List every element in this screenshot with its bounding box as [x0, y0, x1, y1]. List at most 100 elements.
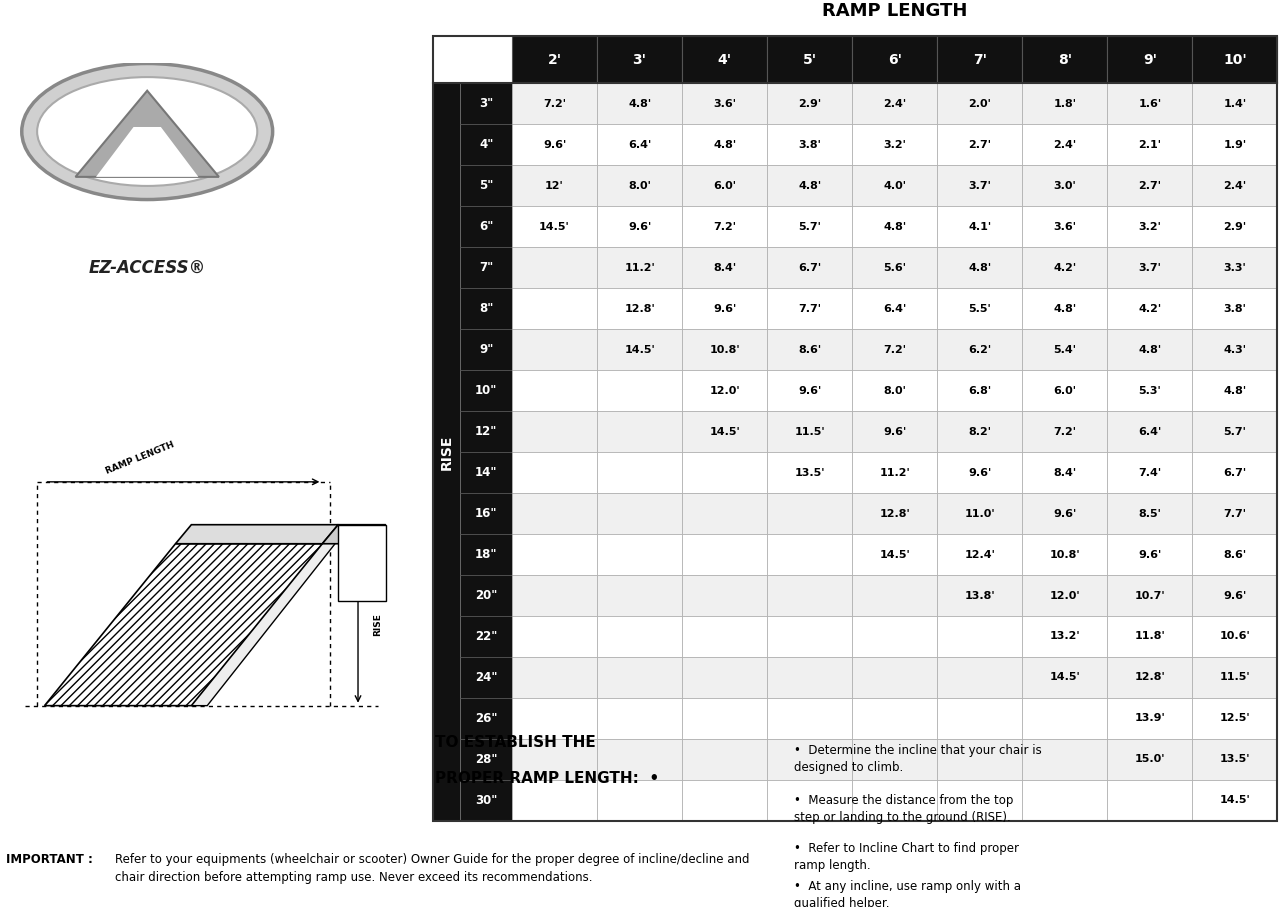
- Bar: [937, 780, 1023, 821]
- Text: 6.4': 6.4': [883, 304, 906, 314]
- Bar: [1193, 698, 1277, 739]
- Text: 4.8': 4.8': [713, 140, 736, 150]
- Bar: [512, 453, 596, 493]
- Bar: [937, 657, 1023, 698]
- Bar: [1193, 575, 1277, 616]
- Text: 9.6': 9.6': [1224, 590, 1247, 600]
- Bar: [767, 370, 852, 411]
- Bar: [682, 698, 767, 739]
- Text: 5.7': 5.7': [799, 222, 820, 232]
- Text: 12.8': 12.8': [625, 304, 655, 314]
- Text: 4.0': 4.0': [883, 180, 906, 190]
- Text: 13.9': 13.9': [1134, 714, 1165, 724]
- Text: 3.6': 3.6': [1053, 222, 1076, 232]
- Text: 8.6': 8.6': [799, 345, 822, 355]
- Text: 6.4': 6.4': [628, 140, 652, 150]
- Bar: [461, 206, 512, 248]
- Text: 4.8': 4.8': [968, 263, 991, 273]
- Bar: [767, 411, 852, 453]
- Bar: [461, 248, 512, 288]
- Polygon shape: [338, 524, 385, 601]
- Bar: [852, 739, 937, 780]
- Text: 10.8': 10.8': [709, 345, 740, 355]
- Bar: [767, 493, 852, 534]
- Bar: [937, 36, 1023, 83]
- Text: 3.3': 3.3': [1224, 263, 1247, 273]
- Bar: [1023, 329, 1107, 370]
- Text: EZ-ACCESS®: EZ-ACCESS®: [88, 258, 206, 277]
- Bar: [461, 616, 512, 657]
- Text: 11.2': 11.2': [879, 468, 910, 478]
- Text: 12.8': 12.8': [879, 509, 910, 519]
- Bar: [1107, 780, 1193, 821]
- Bar: [1107, 698, 1193, 739]
- Text: 9.6': 9.6': [628, 222, 652, 232]
- Text: 12.5': 12.5': [1220, 714, 1251, 724]
- Text: 3": 3": [479, 97, 493, 111]
- Bar: [852, 83, 937, 124]
- Bar: [767, 698, 852, 739]
- Bar: [937, 206, 1023, 248]
- Bar: [596, 288, 682, 329]
- Bar: [1023, 453, 1107, 493]
- Bar: [512, 36, 596, 83]
- Text: 14.5': 14.5': [709, 426, 740, 436]
- Bar: [682, 739, 767, 780]
- Text: 9": 9": [479, 343, 493, 356]
- Text: 7.2': 7.2': [543, 99, 566, 109]
- Text: 4.2': 4.2': [1053, 263, 1076, 273]
- Bar: [512, 206, 596, 248]
- Bar: [767, 36, 852, 83]
- Polygon shape: [192, 524, 351, 706]
- Bar: [852, 453, 937, 493]
- Bar: [852, 329, 937, 370]
- Bar: [512, 248, 596, 288]
- Bar: [852, 248, 937, 288]
- Bar: [596, 36, 682, 83]
- Ellipse shape: [22, 63, 273, 200]
- Bar: [937, 453, 1023, 493]
- Bar: [596, 83, 682, 124]
- Text: 2.4': 2.4': [1224, 180, 1247, 190]
- Bar: [596, 124, 682, 165]
- Bar: [1193, 739, 1277, 780]
- Bar: [1023, 206, 1107, 248]
- Bar: [1023, 83, 1107, 124]
- Text: 12.0': 12.0': [1050, 590, 1080, 600]
- Text: 18": 18": [475, 548, 498, 561]
- Text: 2.7': 2.7': [968, 140, 991, 150]
- Bar: [682, 411, 767, 453]
- Bar: [1193, 780, 1277, 821]
- Text: 7.2': 7.2': [883, 345, 906, 355]
- Bar: [512, 657, 596, 698]
- Text: 2.7': 2.7': [1138, 180, 1161, 190]
- Text: 5.7': 5.7': [1224, 426, 1247, 436]
- Bar: [852, 124, 937, 165]
- Bar: [852, 780, 937, 821]
- Bar: [1107, 534, 1193, 575]
- Bar: [461, 657, 512, 698]
- Bar: [1193, 657, 1277, 698]
- Bar: [937, 575, 1023, 616]
- Bar: [1193, 616, 1277, 657]
- Bar: [852, 575, 937, 616]
- Bar: [461, 411, 512, 453]
- Text: 11.0': 11.0': [964, 509, 995, 519]
- Bar: [1023, 780, 1107, 821]
- Bar: [767, 83, 852, 124]
- Text: 2': 2': [548, 53, 562, 67]
- Bar: [767, 739, 852, 780]
- Text: 7.7': 7.7': [799, 304, 822, 314]
- Bar: [937, 124, 1023, 165]
- Bar: [596, 206, 682, 248]
- Bar: [596, 698, 682, 739]
- Bar: [1023, 165, 1107, 207]
- Bar: [461, 165, 512, 207]
- Bar: [1193, 288, 1277, 329]
- Text: •  At any incline, use ramp only with a
qualified helper.: • At any incline, use ramp only with a q…: [794, 880, 1020, 907]
- Text: 22": 22": [475, 630, 498, 643]
- Polygon shape: [175, 524, 338, 544]
- Text: 1.9': 1.9': [1224, 140, 1247, 150]
- Bar: [682, 780, 767, 821]
- Bar: [1023, 575, 1107, 616]
